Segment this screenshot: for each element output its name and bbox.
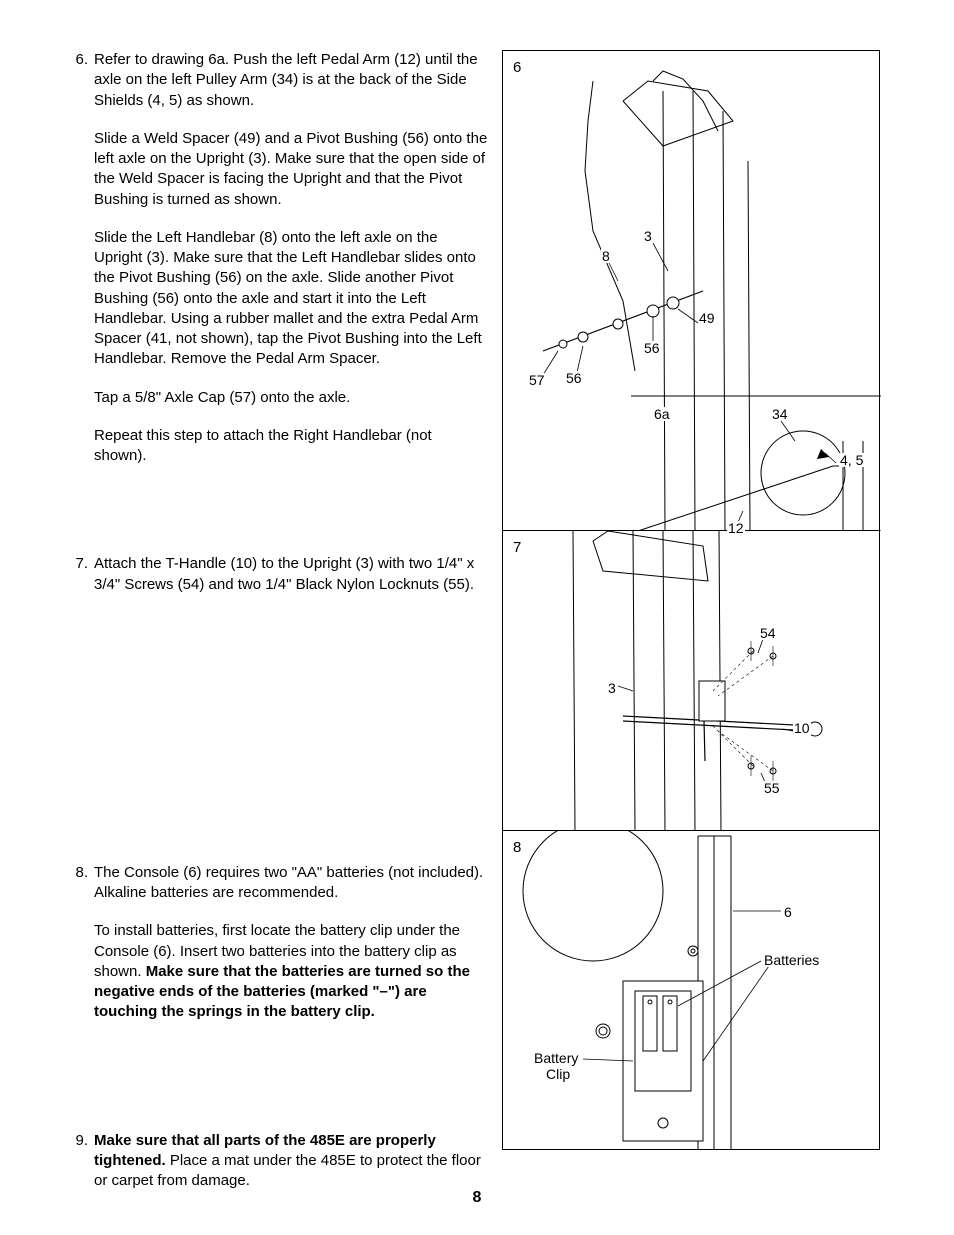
diagram-label: 3 (643, 229, 653, 243)
step-paragraph: Slide the Left Handlebar (8) onto the le… (94, 228, 488, 370)
two-column-layout: 6.Refer to drawing 6a. Push the left Ped… (58, 50, 896, 1150)
diagram-label: Battery (533, 1051, 579, 1065)
diagram-svg-6 (503, 51, 881, 531)
diagram-label: 34 (771, 407, 789, 421)
step-body: Attach the T-Handle (10) to the Upright … (94, 554, 488, 595)
step-paragraph: The Console (6) requires two "AA" batter… (94, 863, 488, 904)
diagram-label: 4, 5 (839, 453, 864, 467)
diagram-label: 56 (643, 341, 661, 355)
panel-number: 6 (513, 59, 521, 76)
vertical-gap (58, 613, 488, 863)
step-number: 7. (58, 554, 94, 595)
diagram-panel-6: 683495656576a344, 512 (503, 51, 879, 531)
diagram-column: 683495656576a344, 512 73541055 86Batteri… (502, 50, 880, 1150)
diagram-svg-7 (503, 531, 881, 831)
diagram-label: 3 (607, 681, 617, 695)
diagram-label: 6a (653, 407, 671, 421)
instruction-column: 6.Refer to drawing 6a. Push the left Ped… (58, 50, 488, 1150)
bold-text: Make sure that all parts of the 485E are… (94, 1132, 436, 1169)
step-paragraph: Attach the T-Handle (10) to the Upright … (94, 554, 488, 595)
diagram-svg-8 (503, 831, 881, 1149)
step-paragraph: Tap a 5/8" Axle Cap (57) onto the axle. (94, 388, 488, 408)
diagram-label: 56 (565, 371, 583, 385)
diagram-label: 10 (793, 721, 811, 735)
vertical-gap (58, 1041, 488, 1131)
step-number: 8. (58, 863, 94, 1023)
step-body: Make sure that all parts of the 485E are… (94, 1131, 488, 1192)
vertical-gap (58, 484, 488, 554)
diagram-label: Batteries (763, 953, 820, 967)
diagram-label: 55 (763, 781, 781, 795)
page-number: 8 (0, 1189, 954, 1207)
step-item: 9.Make sure that all parts of the 485E a… (58, 1131, 488, 1192)
bold-text: Make sure that the batteries are turned … (94, 963, 470, 1021)
step-number: 6. (58, 50, 94, 466)
step-paragraph: To install batteries, first locate the b… (94, 921, 488, 1022)
diagram-panel-8: 8 6 Batteries Battery Clip (503, 831, 879, 1149)
diagram-label: Clip (545, 1067, 571, 1081)
step-body: The Console (6) requires two "AA" batter… (94, 863, 488, 1023)
diagram-label: 54 (759, 626, 777, 640)
diagram-label: 49 (698, 311, 716, 325)
step-paragraph: Make sure that all parts of the 485E are… (94, 1131, 488, 1192)
diagram-label: 57 (528, 373, 546, 387)
step-body: Refer to drawing 6a. Push the left Pedal… (94, 50, 488, 466)
manual-page: 6.Refer to drawing 6a. Push the left Ped… (0, 0, 954, 1235)
diagram-label: 6 (783, 905, 793, 919)
step-paragraph: Repeat this step to attach the Right Han… (94, 426, 488, 467)
panel-number: 7 (513, 539, 521, 556)
step-item: 7.Attach the T-Handle (10) to the Uprigh… (58, 554, 488, 595)
step-item: 8.The Console (6) requires two "AA" batt… (58, 863, 488, 1023)
step-number: 9. (58, 1131, 94, 1192)
diagram-label: 8 (601, 249, 611, 263)
step-paragraph: Refer to drawing 6a. Push the left Pedal… (94, 50, 488, 111)
panel-number: 8 (513, 839, 521, 856)
step-item: 6.Refer to drawing 6a. Push the left Ped… (58, 50, 488, 466)
diagram-panel-7: 7 3 54 10 55 (503, 531, 879, 831)
step-list: 6.Refer to drawing 6a. Push the left Ped… (58, 50, 488, 1191)
step-paragraph: Slide a Weld Spacer (49) and a Pivot Bus… (94, 129, 488, 210)
